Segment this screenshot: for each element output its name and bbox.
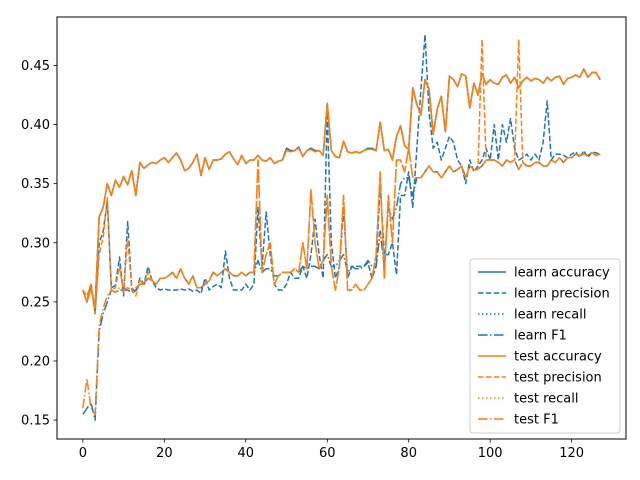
series-line-learn-precision (82, 33, 601, 315)
x-tick-label: 80 (400, 446, 417, 461)
x-tick-label: 120 (559, 446, 584, 461)
series-line-test-recall (82, 68, 601, 309)
y-tick-label: 0.20 (21, 354, 50, 369)
legend-label-test-accuracy: test accuracy (514, 350, 602, 365)
x-axis: 0 20 40 60 80 100 120 (79, 439, 584, 461)
y-tick-label: 0.35 (21, 177, 50, 192)
legend-label-test-recall: test recall (514, 392, 579, 407)
x-tick-label: 40 (238, 446, 255, 461)
y-tick-label: 0.25 (21, 295, 50, 310)
legend-label-learn-accuracy: learn accuracy (514, 266, 610, 281)
y-tick-label: 0.15 (21, 414, 50, 429)
x-tick-label: 0 (79, 446, 87, 461)
y-tick-label: 0.30 (21, 236, 50, 251)
series-layer (82, 33, 601, 421)
legend-label-learn-f1: learn F1 (514, 329, 567, 344)
legend-label-learn-recall: learn recall (514, 308, 586, 323)
x-tick-label: 60 (319, 446, 336, 461)
legend: learn accuracy learn precision learn recal… (469, 258, 621, 434)
x-tick-label: 20 (156, 446, 173, 461)
x-tick-label: 100 (478, 446, 503, 461)
legend-box (469, 258, 621, 434)
plot-frame (56, 16, 627, 440)
legend-label-learn-precision: learn precision (514, 287, 610, 302)
y-tick-label: 0.45 (21, 59, 50, 74)
series-line-test-f1 (82, 147, 601, 415)
y-tick-label: 0.40 (21, 118, 50, 133)
legend-label-test-precision: test precision (514, 371, 602, 386)
y-axis: 0.15 0.20 0.25 0.30 0.35 0.40 0.45 (21, 59, 57, 429)
legend-label-test-f1: test F1 (514, 413, 559, 428)
